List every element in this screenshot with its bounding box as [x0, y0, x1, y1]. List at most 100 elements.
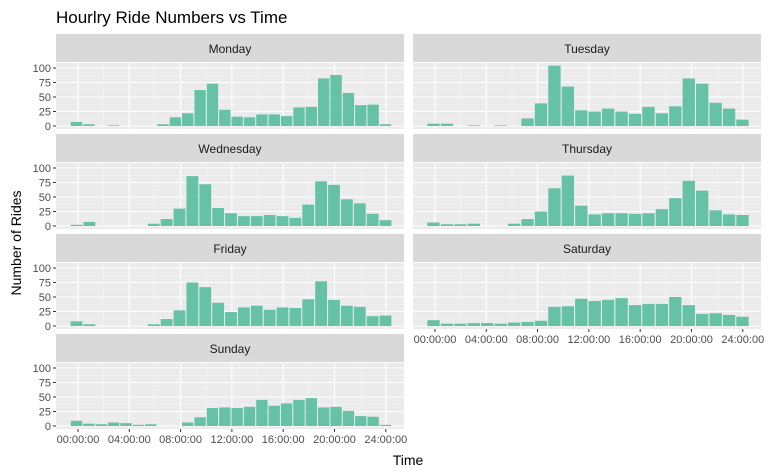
bar-sunday-0 — [70, 420, 83, 426]
bar-thursday-0 — [427, 222, 440, 226]
facet-panel-friday: Friday 0 25 50 75 100 — [33, 234, 404, 333]
bar-tuesday-11 — [575, 110, 588, 126]
y-tick-label: 25 — [39, 407, 51, 419]
bar-saturday-17 — [655, 303, 669, 326]
bar-wednesday-21 — [340, 199, 353, 226]
bar-tuesday-8 — [534, 103, 548, 126]
bar-saturday-6 — [507, 322, 521, 326]
bar-sunday-24 — [367, 416, 379, 426]
bar-wednesday-17 — [289, 217, 302, 226]
y-tick-label: 50 — [39, 92, 51, 104]
bar-tuesday-10 — [561, 86, 575, 126]
bar-thursday-20 — [696, 190, 709, 226]
facet-panel-wednesday: Wednesday 0 25 50 75 100 — [33, 134, 404, 233]
bar-saturday-20 — [696, 313, 709, 326]
y-tick-label: 25 — [39, 307, 51, 319]
bar-thursday-1 — [440, 224, 454, 226]
facet-strip — [413, 34, 761, 62]
y-tick-label: 100 — [33, 163, 51, 175]
bar-sunday-14 — [243, 406, 256, 426]
bar-saturday-15 — [628, 305, 642, 326]
facet-strip-label: Tuesday — [564, 42, 610, 56]
facet-strip — [413, 134, 761, 162]
facet-strip — [56, 34, 404, 62]
bar-wednesday-11 — [212, 208, 225, 226]
bar-thursday-14 — [615, 213, 628, 226]
y-tick-label: 0 — [45, 221, 51, 233]
bar-thursday-3 — [467, 223, 480, 226]
y-tick-label: 100 — [33, 363, 51, 375]
bar-sunday-5 — [132, 424, 144, 426]
bar-sunday-21 — [330, 406, 342, 426]
bar-thursday-23 — [736, 214, 749, 226]
bar-sunday-25 — [379, 424, 392, 426]
bar-friday-15 — [263, 309, 276, 326]
bar-wednesday-19 — [315, 181, 328, 226]
facet-strip — [413, 234, 761, 262]
bar-monday-23 — [355, 105, 367, 126]
bar-friday-16 — [276, 307, 289, 326]
x-tick-label: 20:00:00 — [670, 334, 713, 346]
bar-friday-20 — [328, 299, 340, 326]
facet-strip-label: Thursday — [562, 142, 612, 156]
x-tick-label: 08:00:00 — [516, 334, 559, 346]
bar-monday-8 — [169, 117, 182, 126]
bar-friday-8 — [173, 310, 186, 326]
facet-strip-label: Sunday — [210, 342, 251, 356]
bar-thursday-10 — [561, 175, 575, 226]
bar-wednesday-18 — [302, 204, 315, 226]
bar-thursday-16 — [642, 213, 655, 226]
facet-strip-label: Friday — [213, 242, 246, 256]
bar-tuesday-5 — [494, 125, 507, 126]
bar-tuesday-22 — [722, 108, 736, 126]
bar-friday-24 — [379, 315, 392, 326]
bar-sunday-11 — [206, 408, 219, 426]
facet-panel-tuesday: Tuesday — [413, 34, 761, 129]
bar-tuesday-0 — [427, 123, 440, 126]
bar-tuesday-3 — [467, 125, 480, 126]
bar-saturday-23 — [736, 316, 749, 326]
x-tick-label: 16:00:00 — [262, 434, 305, 446]
facet-strip-label: Saturday — [563, 242, 611, 256]
bar-saturday-18 — [669, 297, 682, 326]
bar-saturday-12 — [588, 301, 601, 326]
bar-friday-11 — [212, 302, 225, 326]
bar-monday-14 — [243, 117, 256, 126]
bar-saturday-13 — [601, 299, 615, 326]
bar-monday-17 — [280, 116, 293, 126]
bar-sunday-15 — [256, 399, 268, 426]
facet-panel-saturday: Saturday 00:00:00 04:00:00 08:00:00 12:00:00… — [413, 234, 764, 346]
bar-thursday-7 — [521, 219, 534, 226]
bar-wednesday-14 — [250, 216, 263, 226]
bar-sunday-18 — [293, 399, 305, 426]
y-tick-label: 50 — [39, 292, 51, 304]
bar-thursday-11 — [575, 205, 588, 226]
bar-monday-19 — [305, 106, 318, 126]
y-tick-label: 25 — [39, 107, 51, 119]
bar-friday-7 — [160, 319, 173, 326]
y-tick-label: 0 — [45, 121, 51, 133]
bar-saturday-3 — [467, 323, 480, 326]
bar-tuesday-9 — [548, 65, 561, 126]
bar-wednesday-13 — [237, 216, 250, 226]
bar-wednesday-23 — [366, 213, 379, 226]
bar-saturday-2 — [454, 323, 467, 326]
bar-tuesday-1 — [440, 123, 454, 126]
bar-tuesday-19 — [682, 78, 695, 126]
bar-thursday-2 — [454, 224, 467, 226]
bar-wednesday-7 — [160, 219, 173, 226]
bar-monday-13 — [231, 116, 243, 126]
bar-thursday-12 — [588, 214, 601, 226]
bar-saturday-1 — [440, 323, 454, 326]
bar-saturday-5 — [494, 323, 507, 326]
bar-thursday-21 — [709, 210, 722, 226]
bar-monday-24 — [367, 104, 379, 126]
bar-sunday-3 — [107, 422, 120, 426]
bar-thursday-19 — [682, 180, 695, 226]
bar-sunday-13 — [231, 408, 243, 426]
bar-monday-0 — [70, 121, 83, 126]
y-tick-label: 75 — [39, 178, 51, 190]
bar-monday-21 — [330, 74, 342, 126]
facet-panels: Monday 0 25 50 75 100 Tuesday Wednesday 0 25 50 75 1… — [33, 34, 764, 446]
bar-friday-18 — [302, 299, 315, 326]
